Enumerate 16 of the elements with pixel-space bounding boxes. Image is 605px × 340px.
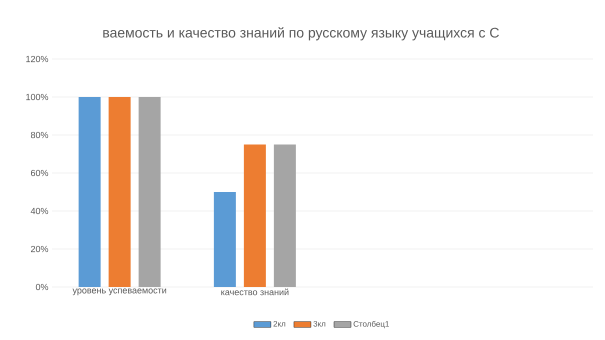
bar — [214, 192, 236, 287]
y-tick-label: 40% — [30, 208, 48, 214]
bar — [244, 144, 266, 287]
chart-title: ваемость и качество знаний по русскому языку учащихся с С — [103, 27, 499, 40]
bar — [78, 97, 101, 287]
y-tick-label: 100% — [26, 94, 48, 100]
bar — [138, 97, 161, 287]
x-tick-label: уровень успеваемости — [72, 288, 166, 296]
bar — [274, 144, 296, 287]
y-tick-label: 20% — [30, 246, 48, 252]
y-tick-label: 60% — [30, 170, 48, 176]
y-tick-label: 80% — [30, 132, 48, 138]
y-tick-label: 0% — [36, 284, 48, 290]
y-tick-label: 120% — [26, 56, 48, 62]
x-tick-label: качество знаний — [221, 288, 288, 296]
bar — [108, 97, 131, 287]
